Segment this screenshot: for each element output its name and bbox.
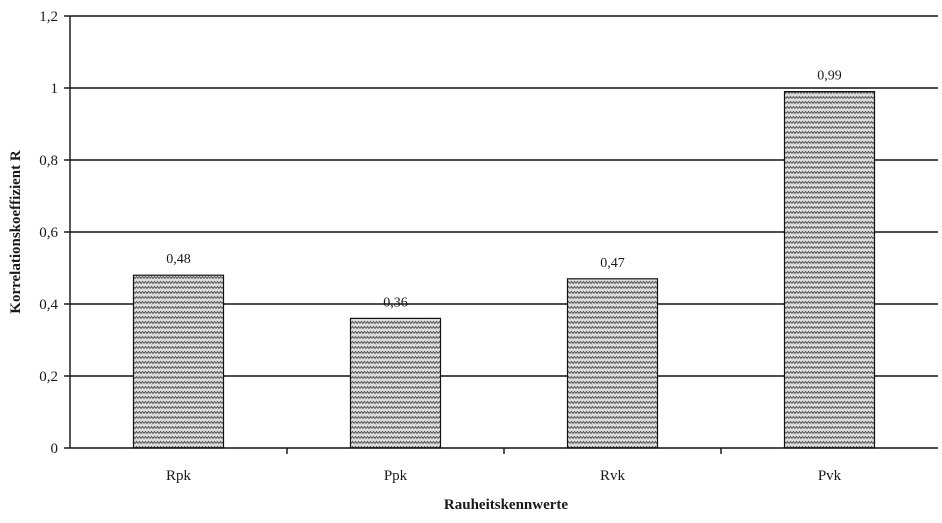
bar-rpk xyxy=(132,274,225,449)
y-tick-label: 1 xyxy=(51,81,59,97)
y-tick-label: 0,4 xyxy=(39,297,58,313)
y-tick-label: 0 xyxy=(51,441,59,457)
axes xyxy=(64,15,938,454)
data-label-pvk: 0,99 xyxy=(817,69,842,84)
y-tick-label: 0,6 xyxy=(39,225,58,241)
y-axis-title: Korrelationskoeffizient R xyxy=(8,150,24,314)
x-tick-label-pvk: Pvk xyxy=(818,468,842,484)
labels: 0,48 0,36 0,47 0,99 0 0,2 0,4 0,6 0,8 1 1,2 Rpk Ppk R… xyxy=(39,9,842,484)
x-tick-label-ppk: Ppk xyxy=(384,468,408,484)
y-tick-label: 0,2 xyxy=(39,369,58,385)
bar-pvk xyxy=(783,90,876,449)
bar-rvk xyxy=(566,278,659,449)
x-tick-label-rpk: Rpk xyxy=(166,468,192,484)
x-tick-label-rvk: Rvk xyxy=(600,468,626,484)
x-axis-title: Rauheitskennwerte xyxy=(444,497,569,513)
bar-ppk xyxy=(349,317,442,449)
bars xyxy=(132,90,876,449)
y-tick-label: 0,8 xyxy=(39,153,58,169)
data-label-ppk: 0,36 xyxy=(383,295,408,310)
data-label-rpk: 0,48 xyxy=(166,252,191,267)
y-tick-label: 1,2 xyxy=(39,9,58,25)
data-label-rvk: 0,47 xyxy=(600,256,625,271)
